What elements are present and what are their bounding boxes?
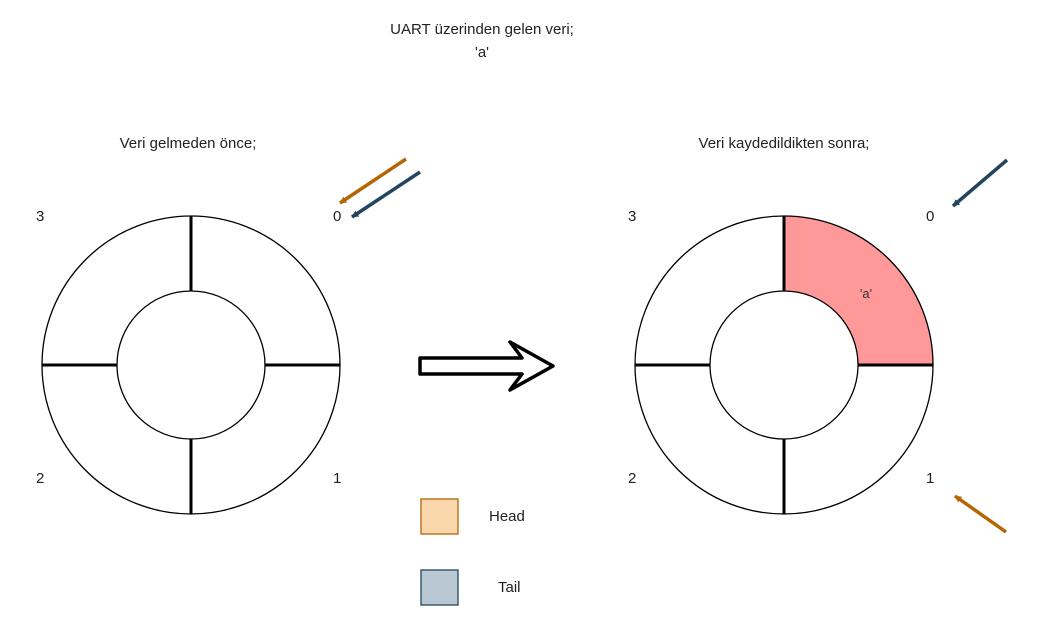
legend-tail-swatch	[420, 569, 459, 606]
legend-tail-label: Tail	[498, 579, 521, 596]
after-index-3: 3	[628, 208, 637, 225]
legend-head-label: Head	[489, 508, 525, 525]
legend-head-swatch	[420, 498, 459, 535]
title-line-1: UART üzerinden gelen veri;	[390, 21, 574, 38]
after-tail-pointer-icon	[951, 158, 1009, 208]
before-head-pointer-icon	[339, 157, 407, 205]
before-label: Veri gelmeden önce;	[119, 135, 257, 152]
before-tail-pointer-icon	[351, 170, 421, 219]
before-index-1: 1	[333, 470, 342, 487]
after-cell-0	[784, 216, 933, 365]
after-index-1: 1	[926, 470, 935, 487]
after-inner-circle	[709, 290, 859, 440]
transition-arrow-icon	[418, 340, 555, 392]
before-index-0: 0	[333, 208, 342, 225]
before-index-3: 3	[36, 208, 45, 225]
after-index-0: 0	[926, 208, 935, 225]
title-line-2: 'a'	[474, 44, 490, 61]
after-label: Veri kaydedildikten sonra;	[698, 135, 870, 152]
before-index-2: 2	[36, 470, 45, 487]
after-index-2: 2	[628, 470, 637, 487]
before-inner-circle	[116, 290, 266, 440]
after-cell-0-text: 'a'	[860, 286, 872, 301]
after-head-pointer-icon	[953, 494, 1008, 534]
before-ring	[41, 215, 341, 515]
after-ring: 'a'	[634, 215, 934, 515]
